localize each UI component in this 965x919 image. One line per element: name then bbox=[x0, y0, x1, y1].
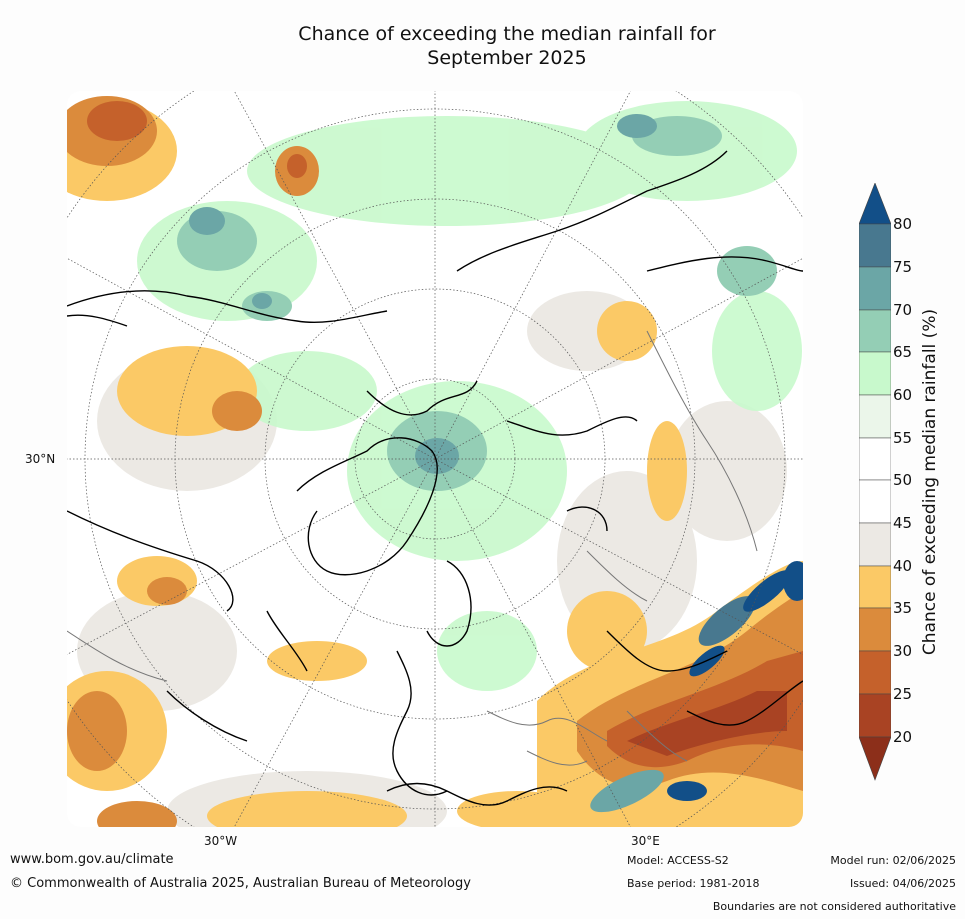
colorbar-tick: 70 bbox=[893, 301, 913, 319]
lon-label-30e: 30°E bbox=[631, 834, 660, 848]
website-link[interactable]: www.bom.gov.au/climate bbox=[10, 852, 174, 867]
colorbar-tick: 25 bbox=[893, 685, 913, 703]
colorbar-title: Chance of exceeding median rainfall (%) bbox=[920, 308, 940, 656]
base-period-text: Base period: 1981-2018 bbox=[627, 877, 760, 890]
colorbar-min-arrow bbox=[859, 736, 891, 781]
country-boundaries bbox=[67, 330, 758, 766]
colorbar-tick: 40 bbox=[893, 557, 913, 575]
title-line-1: Chance of exceeding the median rainfall … bbox=[298, 23, 716, 45]
colorbar-tick: 30 bbox=[893, 642, 913, 660]
colorbar-tick: 45 bbox=[893, 514, 913, 532]
disclaimer-text: Boundaries are not considered authoritat… bbox=[712, 900, 956, 913]
lon-label-30w: 30°W bbox=[204, 834, 238, 848]
chart-title: Chance of exceeding the median rainfall … bbox=[0, 22, 965, 70]
rainfall-map bbox=[67, 91, 803, 827]
colorbar-tick: 65 bbox=[893, 343, 913, 361]
colorbar-tick: 75 bbox=[893, 258, 913, 276]
model-text: Model: ACCESS-S2 bbox=[627, 854, 729, 867]
lat-label-30n: 30°N bbox=[25, 452, 56, 466]
colorbar-tick: 55 bbox=[893, 429, 913, 447]
graticule bbox=[67, 91, 803, 827]
colorbar-tick: 35 bbox=[893, 599, 913, 617]
copyright-text: © Commonwealth of Australia 2025, Austra… bbox=[10, 876, 471, 891]
issued-text: Issued: 04/06/2025 bbox=[849, 877, 956, 890]
title-line-2: September 2025 bbox=[427, 47, 587, 69]
se-dry-region-25 bbox=[627, 691, 787, 756]
below-median-35-areas bbox=[67, 96, 319, 827]
below-median-30-areas bbox=[87, 101, 307, 178]
se-wet-patches bbox=[590, 561, 803, 813]
model-run-text: Model run: 02/06/2025 bbox=[830, 854, 956, 867]
above-median-70-areas bbox=[189, 114, 657, 474]
colorbar-max-arrow bbox=[859, 183, 891, 225]
colorbar-tick: 20 bbox=[893, 728, 913, 746]
coastlines bbox=[67, 150, 803, 806]
colorbar bbox=[859, 183, 891, 781]
colorbar-tick: 80 bbox=[893, 215, 913, 233]
colorbar-tick: 50 bbox=[893, 471, 913, 489]
colorbar-tick: 60 bbox=[893, 386, 913, 404]
